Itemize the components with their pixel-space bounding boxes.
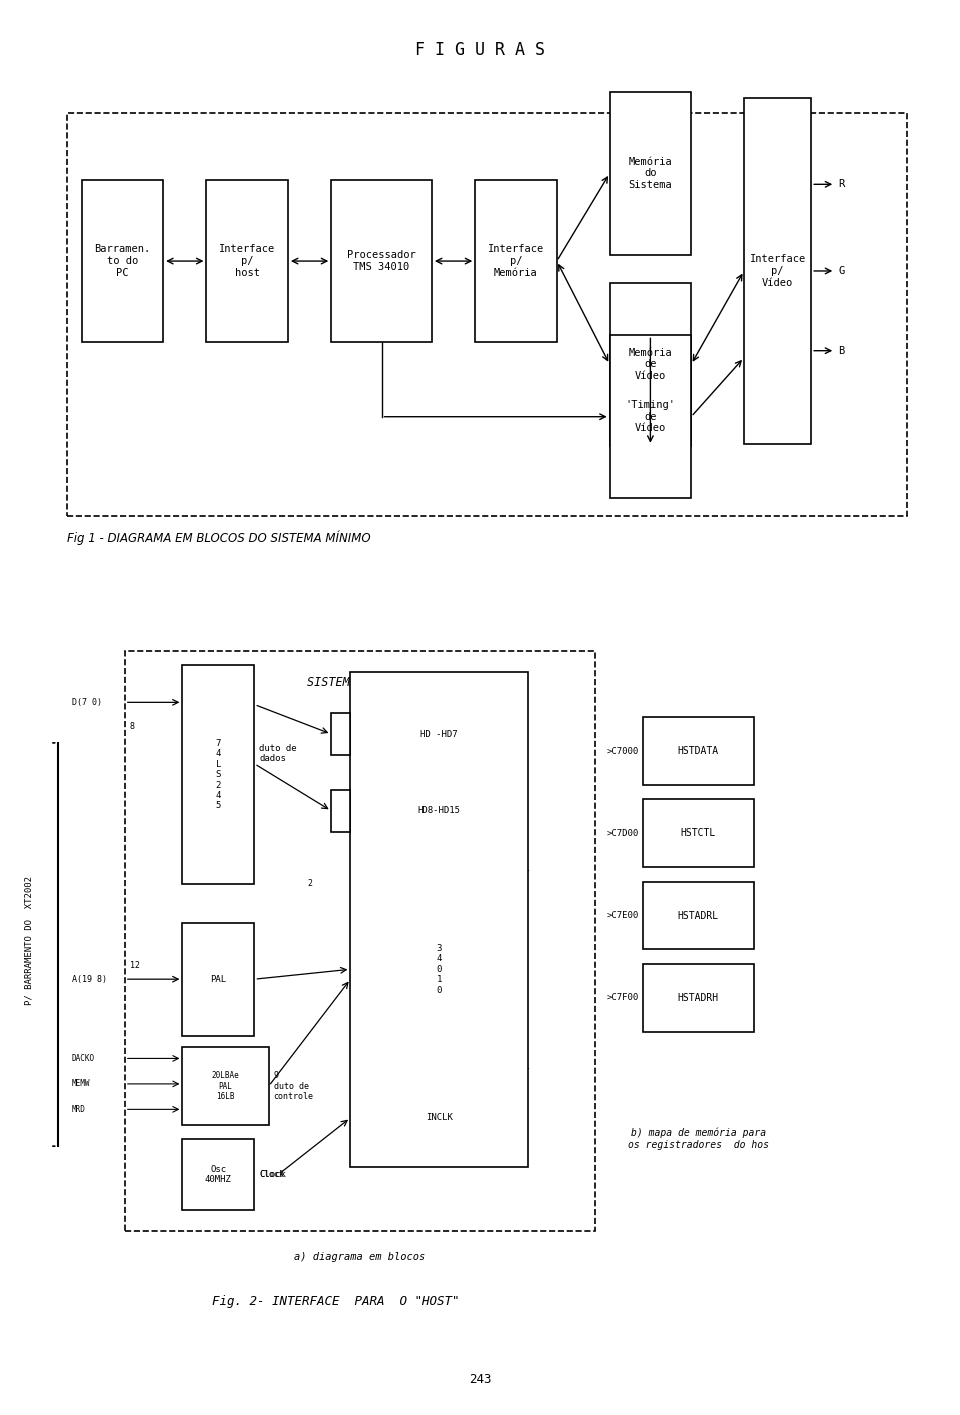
Text: HSTADRH: HSTADRH — [678, 992, 719, 1003]
FancyBboxPatch shape — [643, 964, 754, 1032]
Text: >C7F00: >C7F00 — [606, 993, 638, 1002]
Text: Barramen.
to do
PC: Barramen. to do PC — [94, 245, 151, 277]
Text: Osc
40MHZ: Osc 40MHZ — [205, 1165, 231, 1184]
Text: Clock: Clock — [259, 1170, 284, 1179]
Text: Interface
p/
Memória: Interface p/ Memória — [488, 245, 544, 277]
Text: Clock: Clock — [259, 1170, 286, 1179]
Text: HSTADRL: HSTADRL — [678, 910, 719, 921]
Text: MEMW: MEMW — [72, 1080, 90, 1088]
Text: >C7D00: >C7D00 — [606, 829, 638, 838]
Text: 2: 2 — [307, 879, 312, 889]
Text: PAL: PAL — [210, 975, 227, 983]
Text: B: B — [838, 345, 845, 355]
FancyBboxPatch shape — [744, 98, 811, 444]
Text: Fig. 2- INTERFACE  PARA  O "HOST": Fig. 2- INTERFACE PARA O "HOST" — [212, 1295, 460, 1307]
Text: DACKO: DACKO — [72, 1054, 95, 1063]
Text: G: G — [838, 266, 845, 276]
Text: HD -HD7: HD -HD7 — [420, 730, 458, 739]
Text: R: R — [838, 180, 845, 190]
FancyBboxPatch shape — [182, 1139, 254, 1210]
Text: Fig 1 - DIAGRAMA EM BLOCOS DO SISTEMA MÍNIMO: Fig 1 - DIAGRAMA EM BLOCOS DO SISTEMA MÍ… — [67, 531, 371, 545]
Text: 7
4
L
S
2
4
5: 7 4 L S 2 4 5 — [216, 739, 221, 811]
Text: A(19 8): A(19 8) — [72, 975, 107, 983]
FancyBboxPatch shape — [331, 790, 350, 832]
FancyBboxPatch shape — [610, 283, 691, 446]
Text: 20LBAe
PAL
16LB: 20LBAe PAL 16LB — [212, 1071, 239, 1101]
FancyBboxPatch shape — [331, 180, 432, 342]
Text: 243: 243 — [468, 1373, 492, 1387]
FancyBboxPatch shape — [643, 717, 754, 785]
Text: HSTCTL: HSTCTL — [681, 828, 716, 839]
Text: D(7 0): D(7 0) — [72, 698, 102, 708]
Text: Processador
TMS 34010: Processador TMS 34010 — [348, 250, 416, 272]
FancyBboxPatch shape — [610, 335, 691, 498]
FancyBboxPatch shape — [182, 665, 254, 884]
Text: Interface
p/
host: Interface p/ host — [219, 245, 276, 277]
Text: 9
duto de
controle: 9 duto de controle — [274, 1071, 314, 1101]
Text: b) mapa de memória para
os registradores  do hos: b) mapa de memória para os registradores… — [628, 1128, 769, 1150]
FancyBboxPatch shape — [331, 713, 350, 756]
Text: Interface
p/
Vídeo: Interface p/ Vídeo — [750, 255, 805, 287]
Text: P/ BARRAMENTO DO  XT2002: P/ BARRAMENTO DO XT2002 — [24, 876, 34, 1006]
FancyBboxPatch shape — [82, 180, 163, 342]
Text: MRD: MRD — [72, 1105, 85, 1114]
Text: >C7000: >C7000 — [606, 747, 638, 756]
Text: Memória
do
Sistema: Memória do Sistema — [629, 157, 672, 190]
Text: SISTEMA  MÍNIMO: SISTEMA MÍNIMO — [306, 676, 414, 689]
Text: INCLK: INCLK — [426, 1114, 452, 1122]
Text: HSTDATA: HSTDATA — [678, 746, 719, 757]
Text: 12: 12 — [130, 961, 139, 969]
Text: 8: 8 — [130, 722, 134, 732]
Text: Memória
de
Vídeo: Memória de Vídeo — [629, 348, 672, 381]
FancyBboxPatch shape — [643, 882, 754, 949]
FancyBboxPatch shape — [182, 923, 254, 1036]
FancyBboxPatch shape — [182, 1047, 269, 1125]
Text: HD8-HD15: HD8-HD15 — [418, 807, 461, 815]
FancyBboxPatch shape — [475, 180, 557, 342]
Text: F I G U R A S: F I G U R A S — [415, 41, 545, 58]
Text: 3
4
0
1
0: 3 4 0 1 0 — [437, 944, 442, 995]
Text: a) diagrama em blocos: a) diagrama em blocos — [295, 1252, 425, 1262]
Text: duto de
dados: duto de dados — [259, 744, 297, 763]
FancyBboxPatch shape — [610, 92, 691, 255]
FancyBboxPatch shape — [643, 799, 754, 867]
FancyBboxPatch shape — [350, 672, 528, 1167]
Text: 'Timing'
de
Vídeo: 'Timing' de Vídeo — [625, 400, 676, 433]
Text: >C7E00: >C7E00 — [606, 911, 638, 920]
FancyBboxPatch shape — [206, 180, 288, 342]
